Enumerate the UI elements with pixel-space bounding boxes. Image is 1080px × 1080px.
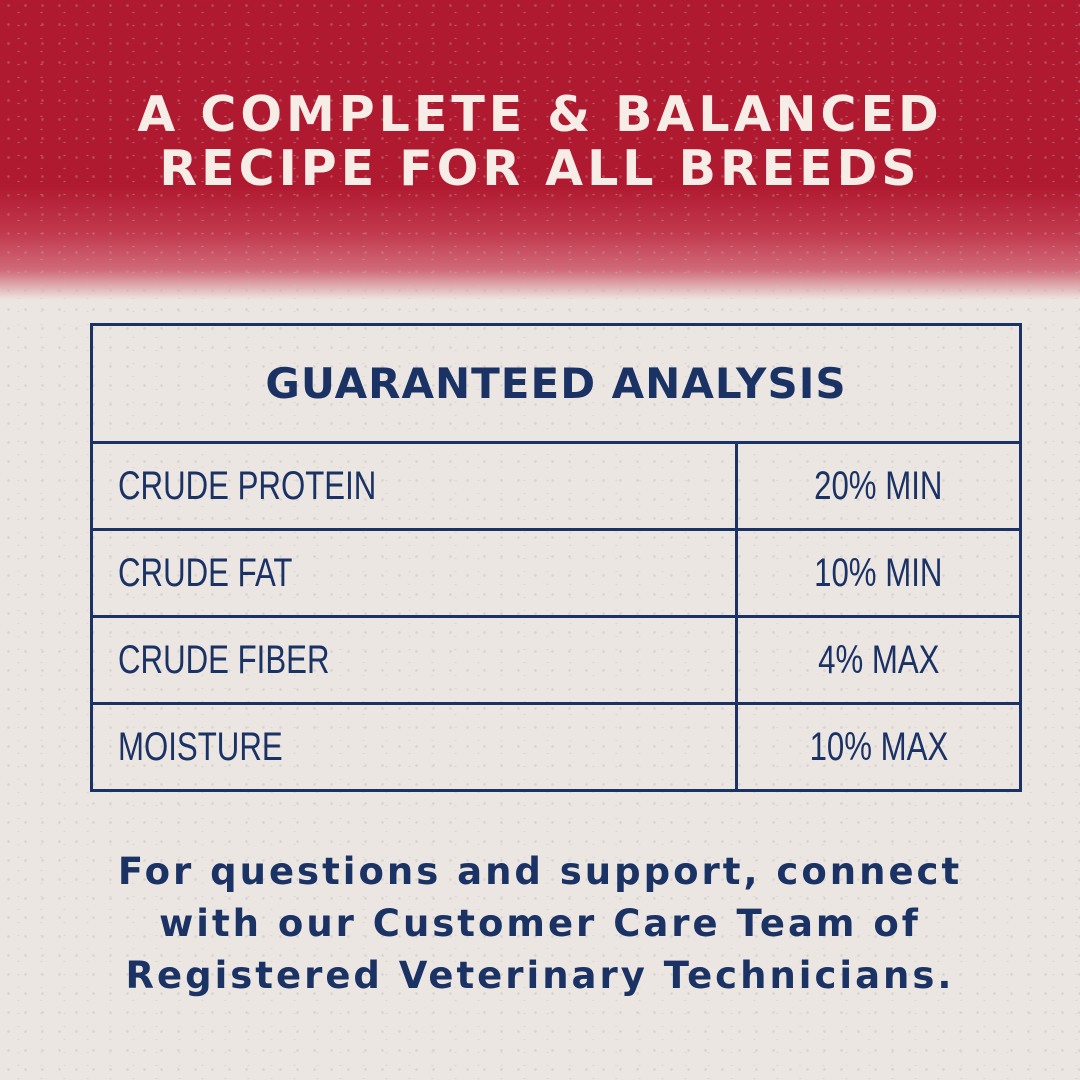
- table-row: CRUDE FIBER 4% MAX: [93, 618, 1019, 705]
- table-row: CRUDE FAT 10% MIN: [93, 531, 1019, 618]
- nutrient-label: CRUDE FIBER: [118, 637, 330, 682]
- headline: A COMPLETE & BALANCED RECIPE FOR ALL BRE…: [0, 88, 1080, 196]
- table-row: MOISTURE 10% MAX: [93, 705, 1019, 790]
- nutrient-label: MOISTURE: [118, 725, 283, 769]
- support-line: Registered Veterinary Technicians.: [125, 954, 955, 997]
- headline-line: RECIPE FOR ALL BREEDS: [159, 140, 921, 197]
- red-brush-banner: [0, 0, 1080, 300]
- nutrient-label: CRUDE FAT: [118, 550, 293, 595]
- nutrient-value: 20% MIN: [814, 463, 943, 508]
- nutrient-value: 10% MAX: [809, 725, 948, 769]
- table-row: CRUDE PROTEIN 20% MIN: [93, 444, 1019, 531]
- support-line: For questions and support, connect: [117, 850, 963, 893]
- guaranteed-analysis-table: GUARANTEED ANALYSIS CRUDE PROTEIN 20% MI…: [90, 323, 1022, 792]
- nutrient-value: 10% MIN: [814, 550, 943, 595]
- support-line: with our Customer Care Team of: [159, 902, 921, 945]
- support-message: For questions and support, connect with …: [0, 846, 1080, 1002]
- nutrient-label: CRUDE PROTEIN: [118, 463, 377, 508]
- table-title: GUARANTEED ANALYSIS: [93, 326, 1019, 444]
- nutrient-value: 4% MAX: [817, 637, 940, 682]
- headline-line: A COMPLETE & BALANCED: [137, 86, 943, 143]
